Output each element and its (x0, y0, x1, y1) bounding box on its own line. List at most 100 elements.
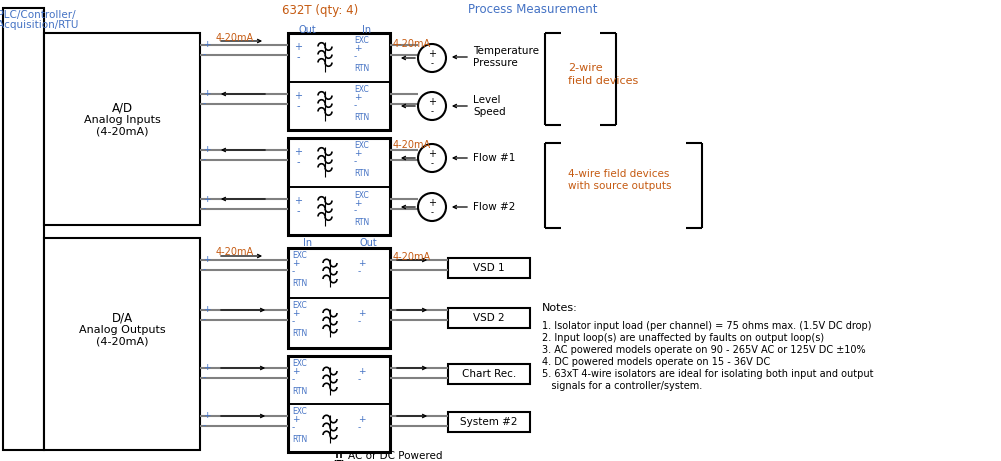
Bar (44, 238, 200, 450)
Text: EXC: EXC (354, 36, 368, 46)
Text: -: - (358, 424, 361, 432)
Text: In: In (362, 25, 371, 35)
Text: -: - (296, 101, 299, 111)
Text: Notes:: Notes: (542, 303, 578, 313)
Text: -: - (358, 376, 361, 384)
Text: +: + (428, 198, 436, 208)
Text: Analog Inputs: Analog Inputs (84, 115, 160, 125)
Text: +: + (354, 94, 361, 102)
Bar (288, 138, 390, 235)
Text: -: - (203, 315, 206, 325)
Text: 3. AC powered models operate on 90 - 265V AC or 125V DC ±10%: 3. AC powered models operate on 90 - 265… (542, 345, 866, 355)
Text: +: + (358, 367, 365, 377)
Text: 632T (qty: 4): 632T (qty: 4) (282, 5, 358, 18)
Text: 5. 63xT 4-wire isolators are ideal for isolating both input and output: 5. 63xT 4-wire isolators are ideal for i… (542, 369, 874, 379)
Text: +: + (292, 367, 299, 377)
Text: +: + (292, 415, 299, 425)
Text: Out: Out (359, 238, 376, 248)
Text: 4. DC powered models operate on 15 - 36V DC: 4. DC powered models operate on 15 - 36V… (542, 357, 770, 367)
Text: +: + (203, 306, 210, 314)
Text: -: - (430, 107, 433, 117)
Bar (448, 412, 530, 432)
Text: -: - (292, 318, 295, 326)
Text: RTN: RTN (354, 219, 369, 227)
Bar (288, 248, 390, 348)
Text: -: - (296, 157, 299, 167)
Bar (448, 364, 530, 384)
Text: Process Measurement: Process Measurement (468, 4, 598, 17)
Text: -: - (358, 318, 361, 326)
Text: +: + (358, 309, 365, 319)
Text: 4-20mA: 4-20mA (393, 140, 431, 150)
Text: -: - (203, 373, 206, 383)
Text: +: + (294, 91, 302, 101)
Text: -: - (296, 206, 299, 216)
Bar (3, 8, 44, 450)
Text: EXC: EXC (292, 252, 306, 260)
Text: RTN: RTN (292, 279, 307, 289)
Text: +: + (358, 260, 365, 268)
Text: +: + (354, 45, 361, 53)
Text: -: - (203, 155, 206, 165)
Text: 4-20mA: 4-20mA (216, 33, 254, 43)
Text: +: + (428, 49, 436, 59)
Text: +: + (203, 89, 210, 99)
Text: VSD 1: VSD 1 (473, 263, 505, 273)
Text: +: + (203, 412, 210, 420)
Text: RTN: RTN (354, 65, 369, 73)
Text: EXC: EXC (354, 85, 368, 95)
Text: +: + (354, 149, 361, 159)
Text: -: - (292, 424, 295, 432)
Text: +: + (292, 309, 299, 319)
Text: Pressure: Pressure (473, 58, 518, 68)
Text: RTN: RTN (354, 170, 369, 178)
Text: 4-20mA: 4-20mA (393, 252, 431, 262)
Text: +: + (203, 41, 210, 49)
Text: Analog Outputs: Analog Outputs (79, 325, 165, 335)
Text: System #2: System #2 (460, 417, 518, 427)
Text: RTN: RTN (292, 388, 307, 396)
Text: Flow #1: Flow #1 (473, 153, 516, 163)
Text: -: - (354, 207, 357, 215)
Text: +: + (428, 149, 436, 159)
Text: 4-20mA: 4-20mA (393, 39, 431, 49)
Text: +: + (292, 260, 299, 268)
Text: -: - (292, 267, 295, 277)
Text: Level: Level (473, 95, 500, 105)
Text: EXC: EXC (354, 190, 368, 200)
Text: In: In (303, 238, 312, 248)
Bar (288, 356, 390, 452)
Text: EXC: EXC (354, 142, 368, 150)
Text: Flow #2: Flow #2 (473, 202, 516, 212)
Text: A/D: A/D (111, 101, 132, 114)
Text: -: - (430, 59, 433, 69)
Text: +: + (428, 97, 436, 107)
Text: Data Acquisition/RTU: Data Acquisition/RTU (0, 20, 79, 30)
Text: -: - (358, 267, 361, 277)
Text: +: + (203, 255, 210, 265)
Text: -: - (203, 421, 206, 431)
Text: (4-20mA): (4-20mA) (96, 126, 148, 136)
Text: RTN: RTN (354, 113, 369, 123)
Text: Temperature: Temperature (473, 46, 539, 56)
Text: -: - (354, 158, 357, 166)
Text: -: - (430, 160, 433, 169)
Text: Speed: Speed (473, 107, 506, 117)
Text: DCS/PLC/Controller/: DCS/PLC/Controller/ (0, 10, 76, 20)
Text: +: + (294, 147, 302, 157)
Text: -: - (354, 53, 357, 61)
Text: -: - (430, 208, 433, 218)
Text: +: + (203, 195, 210, 203)
Text: -: - (354, 101, 357, 111)
Text: +: + (203, 146, 210, 154)
Text: RTN: RTN (292, 436, 307, 444)
Text: +: + (294, 196, 302, 206)
Text: +: + (294, 42, 302, 52)
Text: -: - (292, 376, 295, 384)
Text: 2-wire: 2-wire (568, 63, 603, 73)
Text: 2. Input loop(s) are unaffected by faults on output loop(s): 2. Input loop(s) are unaffected by fault… (542, 333, 824, 343)
Text: signals for a controller/system.: signals for a controller/system. (542, 381, 703, 391)
Text: -: - (203, 205, 206, 213)
Text: +: + (203, 364, 210, 372)
Text: +: + (354, 199, 361, 207)
